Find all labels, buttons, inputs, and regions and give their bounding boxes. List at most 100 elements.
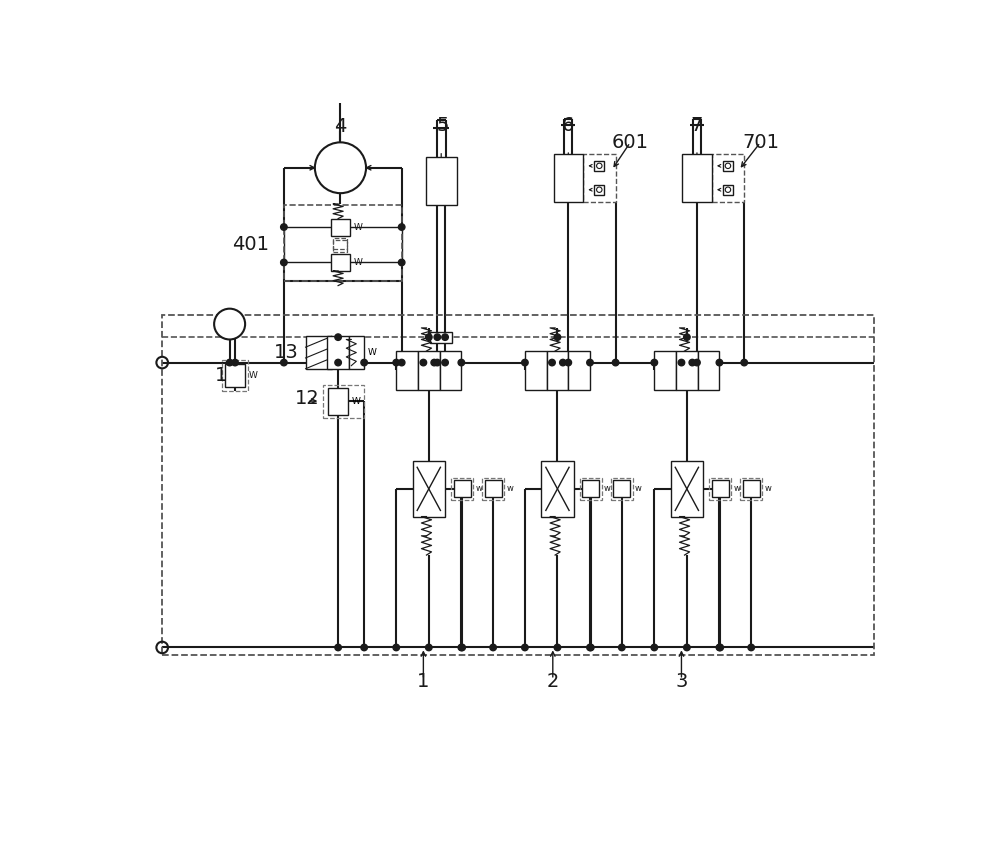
Circle shape xyxy=(434,359,441,366)
Circle shape xyxy=(748,644,754,651)
Circle shape xyxy=(549,359,555,366)
Circle shape xyxy=(684,334,690,340)
Bar xyxy=(682,154,712,202)
Bar xyxy=(568,351,590,389)
Bar xyxy=(547,351,568,389)
Text: w: w xyxy=(733,484,740,493)
Circle shape xyxy=(522,644,528,651)
Circle shape xyxy=(434,334,441,340)
Circle shape xyxy=(684,644,690,651)
Bar xyxy=(712,480,729,497)
Bar xyxy=(723,161,733,171)
Circle shape xyxy=(361,359,367,366)
Circle shape xyxy=(689,359,696,366)
Text: 4: 4 xyxy=(334,118,347,137)
Bar xyxy=(740,478,762,500)
Bar xyxy=(525,351,547,389)
Text: W: W xyxy=(354,258,362,267)
Text: w: w xyxy=(635,484,642,493)
Text: 3: 3 xyxy=(675,672,688,691)
Bar xyxy=(426,157,457,204)
Bar xyxy=(349,337,364,369)
Text: w: w xyxy=(604,484,611,493)
Text: 1: 1 xyxy=(417,672,430,691)
Bar xyxy=(440,351,461,389)
Bar xyxy=(583,154,616,202)
Bar xyxy=(698,351,719,389)
Bar xyxy=(594,161,604,171)
Bar xyxy=(654,351,676,389)
Circle shape xyxy=(565,359,572,366)
Bar xyxy=(482,478,504,500)
Bar xyxy=(333,241,347,252)
Bar xyxy=(418,351,440,389)
Circle shape xyxy=(560,359,566,366)
Text: w: w xyxy=(475,484,482,493)
Circle shape xyxy=(335,359,341,366)
Text: W: W xyxy=(367,348,376,357)
Circle shape xyxy=(717,644,723,651)
Text: 13: 13 xyxy=(274,343,299,362)
Circle shape xyxy=(398,359,405,366)
Circle shape xyxy=(612,359,619,366)
Circle shape xyxy=(442,334,448,340)
Circle shape xyxy=(281,359,287,366)
Circle shape xyxy=(554,334,561,340)
Bar xyxy=(284,205,402,281)
Circle shape xyxy=(716,359,723,366)
Bar xyxy=(554,154,583,202)
Circle shape xyxy=(651,359,658,366)
Circle shape xyxy=(226,359,233,366)
Circle shape xyxy=(522,359,528,366)
Circle shape xyxy=(587,644,593,651)
Circle shape xyxy=(398,224,405,230)
Circle shape xyxy=(335,644,341,651)
Text: 701: 701 xyxy=(742,133,779,152)
Circle shape xyxy=(281,259,287,265)
Circle shape xyxy=(398,259,405,265)
Bar xyxy=(328,387,348,415)
Bar xyxy=(541,461,574,516)
Bar xyxy=(709,478,731,500)
Text: W: W xyxy=(354,222,362,232)
Circle shape xyxy=(587,359,593,366)
Bar xyxy=(712,154,744,202)
Text: 5: 5 xyxy=(436,116,449,135)
Circle shape xyxy=(420,359,427,366)
Text: w: w xyxy=(506,484,513,493)
Circle shape xyxy=(458,359,465,366)
Text: 7: 7 xyxy=(691,116,703,135)
Circle shape xyxy=(214,308,245,339)
Bar xyxy=(451,478,473,500)
Circle shape xyxy=(490,644,496,651)
Bar xyxy=(580,478,602,500)
Circle shape xyxy=(232,359,238,366)
Circle shape xyxy=(459,644,465,651)
Bar xyxy=(413,461,445,516)
Bar xyxy=(454,480,471,497)
Bar xyxy=(331,254,350,271)
Text: 2: 2 xyxy=(547,672,559,691)
Circle shape xyxy=(442,359,448,366)
Bar xyxy=(333,238,347,249)
Bar xyxy=(611,478,633,500)
Circle shape xyxy=(393,644,400,651)
Bar xyxy=(225,364,245,387)
Circle shape xyxy=(678,359,685,366)
Text: 601: 601 xyxy=(612,133,649,152)
Bar xyxy=(306,337,332,369)
Bar xyxy=(723,185,733,195)
Bar xyxy=(331,218,350,235)
Circle shape xyxy=(361,644,367,651)
Circle shape xyxy=(588,644,594,651)
Bar xyxy=(485,480,502,497)
Circle shape xyxy=(281,224,287,230)
Text: W: W xyxy=(351,397,360,405)
Circle shape xyxy=(741,359,747,366)
Bar xyxy=(671,461,703,516)
Text: 11: 11 xyxy=(215,366,240,385)
Circle shape xyxy=(619,644,625,651)
Bar xyxy=(743,480,760,497)
Bar xyxy=(676,351,698,389)
Circle shape xyxy=(554,644,561,651)
